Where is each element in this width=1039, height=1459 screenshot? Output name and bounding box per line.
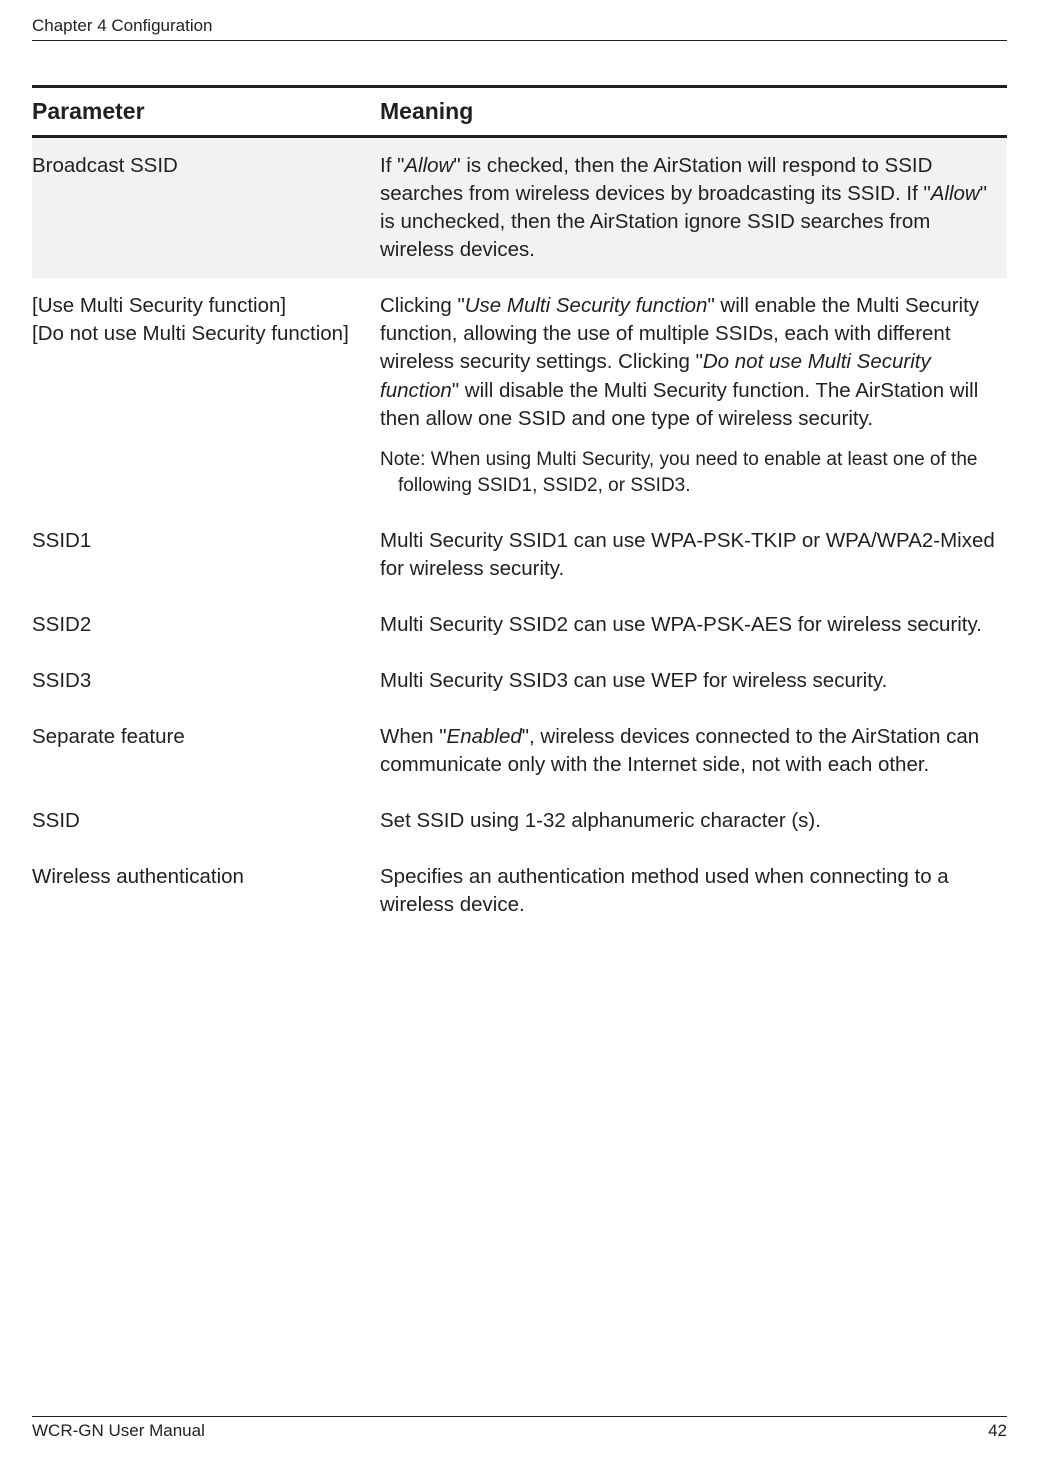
table-row: SSID Set SSID using 1-32 alphanumeric ch… — [32, 793, 1007, 849]
column-header-meaning: Meaning — [380, 87, 1007, 137]
meaning-cell: If "Allow" is checked, then the AirStati… — [380, 137, 1007, 279]
param-cell: SSID — [32, 793, 380, 849]
table-row: [Use Multi Security function] [Do not us… — [32, 278, 1007, 512]
meaning-cell: Multi Security SSID3 can use WEP for wir… — [380, 653, 1007, 709]
meaning-cell: Clicking "Use Multi Security function " w… — [380, 278, 1007, 512]
meaning-cell: Multi Security SSID2 can use WPA-PSK-AES… — [380, 597, 1007, 653]
param-cell: SSID2 — [32, 597, 380, 653]
note-line: following SSID1, SSID2, or SSID3. — [380, 473, 1007, 499]
italic-text: Allow — [931, 182, 980, 205]
column-header-parameter: Parameter — [32, 87, 380, 137]
meaning-cell: When "Enabled", wireless devices connect… — [380, 709, 1007, 793]
italic-text: Allow — [404, 154, 453, 177]
table-row: SSID3 Multi Security SSID3 can use WEP f… — [32, 653, 1007, 709]
text-segment: " will disable the Multi Security functi… — [380, 379, 978, 430]
page-footer: WCR-GN User Manual 42 — [32, 1416, 1007, 1441]
italic-text: Use Multi Security function — [465, 294, 708, 317]
table-row: Separate feature When "Enabled", wireles… — [32, 709, 1007, 793]
meaning-cell: Set SSID using 1-32 alphanumeric charact… — [380, 793, 1007, 849]
text-segment: When " — [380, 725, 447, 748]
table-row: Wireless authentication Specifies an aut… — [32, 849, 1007, 933]
param-cell: Separate feature — [32, 709, 380, 793]
table-row: SSID1 Multi Security SSID1 can use WPA-P… — [32, 513, 1007, 597]
param-cell: [Use Multi Security function] [Do not us… — [32, 278, 380, 512]
text-segment: Clicking " — [380, 294, 465, 317]
parameter-table: Parameter Meaning Broadcast SSID If "All… — [32, 85, 1007, 933]
table-header-row: Parameter Meaning — [32, 87, 1007, 137]
footer-page-number: 42 — [988, 1421, 1007, 1441]
text-segment: If " — [380, 154, 404, 177]
param-cell: Wireless authentication — [32, 849, 380, 933]
param-cell: Broadcast SSID — [32, 137, 380, 279]
italic-text: Enabled — [447, 725, 522, 748]
param-line: [Do not use Multi Security function] — [32, 322, 349, 345]
table-row: SSID2 Multi Security SSID2 can use WPA-P… — [32, 597, 1007, 653]
text-segment: " is checked, then the AirStation will r… — [380, 154, 932, 205]
param-cell: SSID1 — [32, 513, 380, 597]
note-block: Note: When using Multi Security, you nee… — [380, 447, 1007, 499]
param-line: [Use Multi Security function] — [32, 294, 286, 317]
meaning-cell: Multi Security SSID1 can use WPA-PSK-TKI… — [380, 513, 1007, 597]
param-cell: SSID3 — [32, 653, 380, 709]
footer-manual-name: WCR-GN User Manual — [32, 1421, 205, 1441]
meaning-cell: Specifies an authentication method used … — [380, 849, 1007, 933]
note-line: Note: When using Multi Security, you nee… — [380, 449, 977, 470]
chapter-header: Chapter 4 Configuration — [32, 16, 1007, 41]
table-row: Broadcast SSID If "Allow" is checked, th… — [32, 137, 1007, 279]
